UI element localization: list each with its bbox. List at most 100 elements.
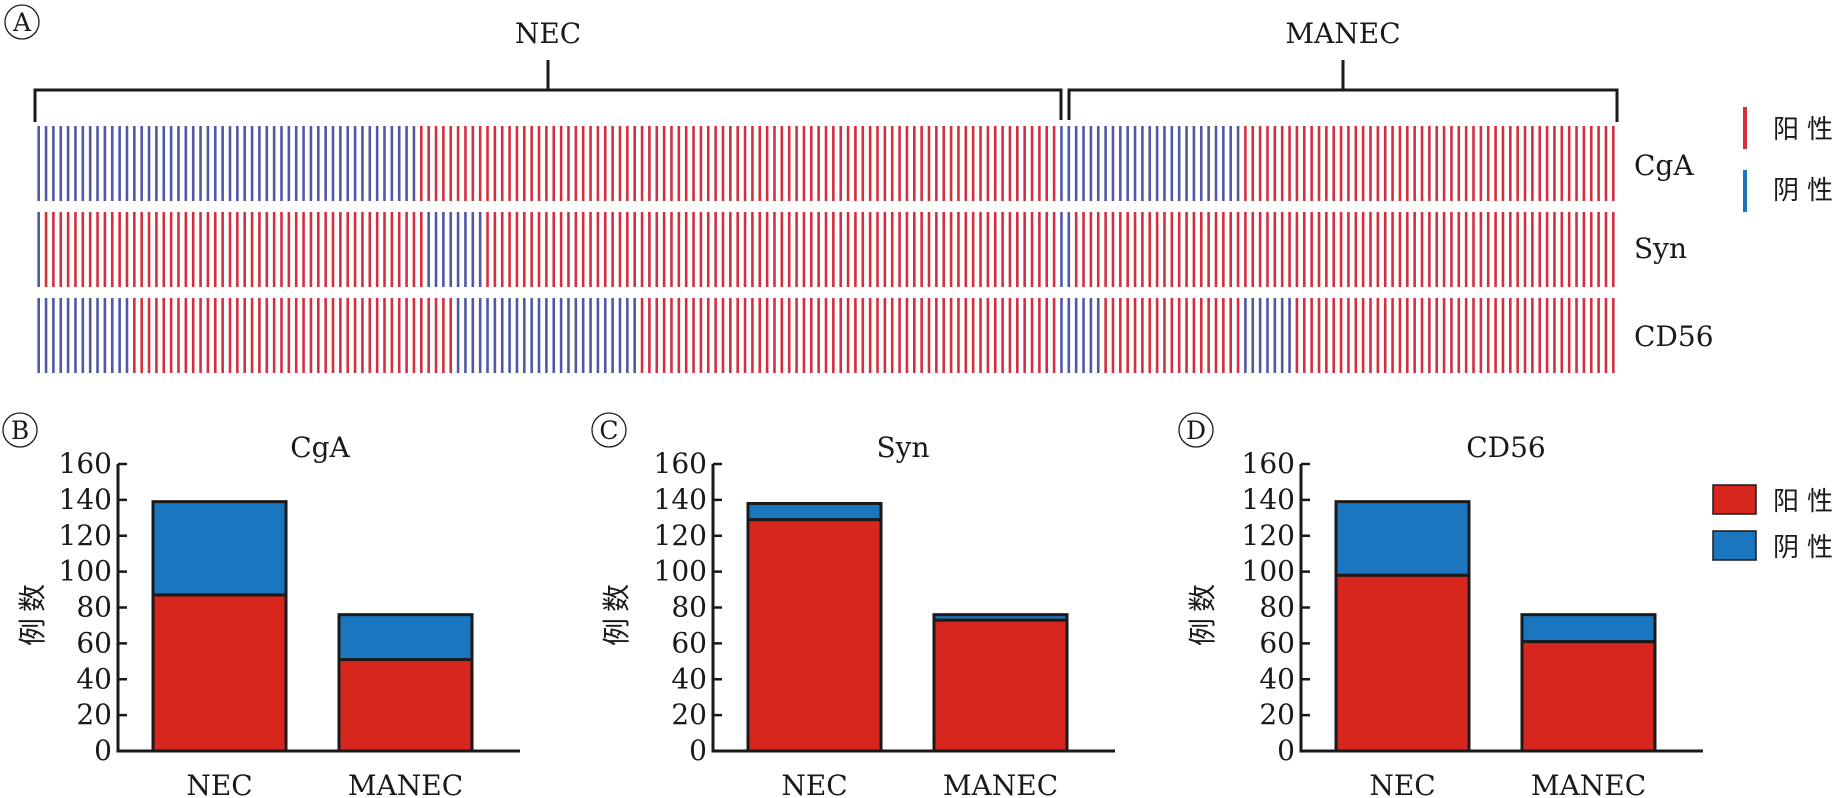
chart-d-y-tick-label: 60	[1259, 626, 1295, 659]
chart-b-y-tick-label: 140	[59, 483, 112, 516]
nec-bracket	[33, 60, 1063, 122]
strip-segment-cd56-5	[1104, 298, 1240, 373]
chart-c-title: Syn	[876, 431, 929, 464]
chart-b-bar-manec-negative	[337, 613, 474, 662]
chart-b-y-tick-label: 80	[76, 591, 112, 624]
chart-d-y-tick-label: 40	[1259, 662, 1295, 695]
chart-b-y-tick-label: 60	[76, 626, 112, 659]
chart-c-x-tick-label: MANEC	[943, 769, 1058, 798]
chart-c-y-tick-label: 20	[671, 698, 707, 731]
panel-c-letter: C	[599, 416, 618, 445]
chart-c-bar-manec-negative	[932, 613, 1069, 622]
chart-c-y-tick-label: 120	[654, 519, 707, 552]
legend-a-positive-swatch	[1743, 107, 1747, 149]
chart-b-y-tick-label: 100	[59, 555, 112, 588]
row-label-cga: CgA	[1634, 149, 1694, 182]
panel-b-letter: B	[11, 416, 29, 445]
strip-segment-cd56-3	[640, 298, 1056, 373]
chart-d-title: CD56	[1466, 431, 1546, 464]
chart-b-bar-nec-positive	[151, 593, 288, 753]
group-label-nec: NEC	[515, 17, 581, 50]
chart-b-y-tick-label: 40	[76, 662, 112, 695]
panel-c-letter-circle	[591, 412, 627, 448]
chart-d-y-tick-label: 120	[1242, 519, 1295, 552]
manec-bracket	[1067, 60, 1619, 122]
chart-c-y-tick-label: 0	[689, 734, 707, 767]
chart-c-y-tick-label: 80	[671, 591, 707, 624]
legend-bd-negative-label: 阴性	[1773, 533, 1834, 563]
legend-a-negative-swatch	[1743, 170, 1747, 212]
panel-d-letter-circle	[1178, 412, 1214, 448]
chart-c-y-tick-label: 100	[654, 555, 707, 588]
case-strips	[37, 126, 1615, 373]
chart-b-bar-manec-positive	[337, 658, 474, 753]
chart-d-y-tick-label: 100	[1242, 555, 1295, 588]
strip-segment-cd56-6	[1244, 298, 1291, 373]
chart-b-title: CgA	[290, 431, 350, 464]
row-label-syn: Syn	[1634, 232, 1687, 265]
chart-d-y-tick-label: 0	[1277, 734, 1295, 767]
chart-b-y-tick-label: 160	[59, 447, 112, 480]
chart-c-y-tick-label: 60	[671, 626, 707, 659]
panel-a-letter-circle	[4, 4, 40, 40]
row-label-cd56: CD56	[1634, 320, 1714, 353]
chart-d-y-tick-label: 160	[1242, 447, 1295, 480]
chart-b-x-tick-label: MANEC	[348, 769, 463, 798]
strip-segment-cga-0	[37, 126, 416, 201]
legend-bd-positive-label: 阳性	[1773, 487, 1834, 517]
chart-d-ylabel: 例数	[1186, 578, 1219, 646]
chart-c-bar-nec-positive	[746, 518, 883, 753]
chart-d-bar-nec-negative	[1334, 500, 1471, 577]
panel-a-letter: A	[12, 8, 32, 37]
panel-a: A NEC MANEC CgA Syn CD56 阳性 阴性	[4, 4, 1834, 373]
strip-segment-syn-4	[1060, 212, 1071, 287]
chart-c-y-tick-label: 140	[654, 483, 707, 516]
chart-b-x-tick-label: NEC	[186, 769, 252, 798]
strip-segment-syn-5	[1074, 212, 1615, 287]
chart-b-bar-nec-negative	[151, 500, 288, 597]
chart-c-bar-manec-positive	[932, 618, 1069, 753]
chart-b-ylabel: 例数	[16, 578, 49, 646]
legend-bd-negative-swatch	[1712, 530, 1757, 561]
panel-b-letter-circle	[2, 412, 38, 448]
chart-b-y-tick-label: 0	[94, 734, 112, 767]
legend-bd-positive-swatch	[1712, 484, 1757, 515]
strip-segment-syn-1	[44, 212, 423, 287]
strip-segment-cga-2	[1060, 126, 1240, 201]
chart-d-x-tick-label: MANEC	[1531, 769, 1646, 798]
chart-c-ylabel: 例数	[600, 578, 633, 646]
chart-d-y-tick-label: 140	[1242, 483, 1295, 516]
strip-segment-cga-1	[419, 126, 1056, 201]
panel-d-letter: D	[1186, 416, 1206, 445]
chart-d-y-tick-label: 20	[1259, 698, 1295, 731]
chart-d-y-tick-label: 80	[1259, 591, 1295, 624]
chart-d-bar-manec-positive	[1520, 640, 1657, 753]
strip-segment-cd56-4	[1060, 298, 1100, 373]
strip-segment-cd56-2	[456, 298, 636, 373]
chart-d-bar-nec-positive	[1334, 573, 1471, 753]
chart-c-y-tick-label: 160	[654, 447, 707, 480]
chart-c-bar-nec-negative	[746, 501, 883, 522]
chart-b-y-tick-label: 120	[59, 519, 112, 552]
strip-segment-syn-2	[427, 212, 482, 287]
strip-segment-cga-3	[1244, 126, 1615, 201]
chart-c-x-tick-label: NEC	[781, 769, 847, 798]
chart-c-y-tick-label: 40	[671, 662, 707, 695]
group-label-manec: MANEC	[1285, 17, 1400, 50]
chart-d-x-tick-label: NEC	[1369, 769, 1435, 798]
strip-segment-syn-3	[486, 212, 1056, 287]
strip-segment-cd56-1	[133, 298, 453, 373]
strip-segment-cd56-7	[1295, 298, 1615, 373]
chart-b-y-tick-label: 20	[76, 698, 112, 731]
strip-segment-cd56-0	[37, 298, 129, 373]
legend-a-negative-label: 阴性	[1773, 176, 1834, 206]
chart-d-bar-manec-negative	[1520, 613, 1657, 644]
legend-bd: 阳性 阴性	[1712, 484, 1834, 563]
legend-a-positive-label: 阳性	[1773, 115, 1834, 145]
